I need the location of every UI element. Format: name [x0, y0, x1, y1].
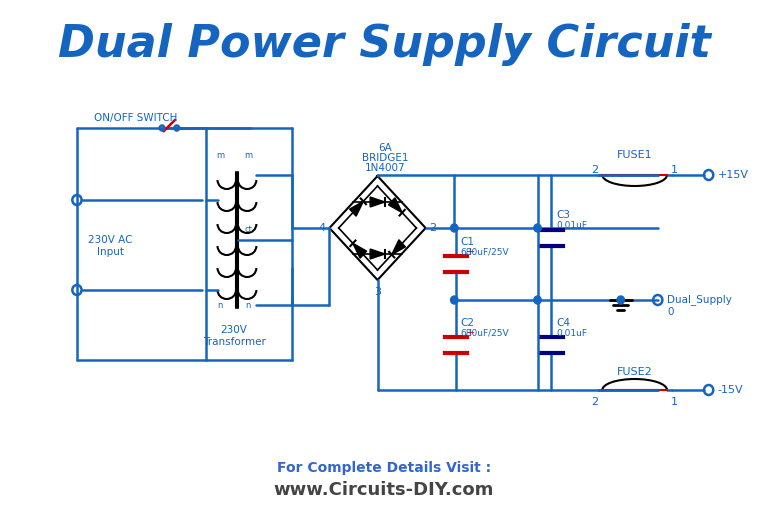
Text: +: +	[466, 247, 475, 257]
Text: 2: 2	[591, 397, 598, 407]
Text: C3: C3	[556, 210, 570, 221]
Text: 2: 2	[591, 165, 598, 175]
Circle shape	[617, 296, 624, 304]
Polygon shape	[392, 240, 406, 254]
Text: Input: Input	[97, 247, 124, 257]
Text: 230V AC: 230V AC	[88, 235, 132, 245]
Circle shape	[451, 296, 458, 304]
Polygon shape	[370, 249, 385, 259]
Text: 3: 3	[374, 287, 381, 297]
Text: 680uF/25V: 680uF/25V	[461, 328, 509, 338]
Polygon shape	[353, 243, 366, 258]
Text: Transformer: Transformer	[203, 337, 266, 347]
Polygon shape	[349, 201, 363, 216]
Text: 2: 2	[429, 223, 436, 233]
Text: +: +	[466, 328, 475, 338]
Text: FUSE1: FUSE1	[617, 150, 653, 160]
Text: For Complete Details Visit :: For Complete Details Visit :	[277, 461, 491, 475]
Text: 4: 4	[319, 223, 326, 233]
Text: 230V: 230V	[220, 325, 247, 335]
Text: 6A: 6A	[378, 143, 392, 153]
Text: +15V: +15V	[718, 170, 749, 180]
Text: m: m	[244, 150, 252, 160]
Text: C1: C1	[461, 237, 475, 247]
Circle shape	[534, 224, 541, 232]
Text: m: m	[217, 150, 224, 160]
Text: 680uF/25V: 680uF/25V	[461, 247, 509, 256]
Text: 0.01uF: 0.01uF	[556, 221, 587, 230]
Text: FUSE2: FUSE2	[617, 367, 653, 377]
Text: 0: 0	[667, 307, 674, 317]
Text: C4: C4	[556, 318, 570, 328]
Text: C2: C2	[461, 318, 475, 328]
Circle shape	[534, 296, 541, 304]
Polygon shape	[389, 198, 402, 213]
Text: BRIDGE1: BRIDGE1	[362, 153, 408, 163]
Text: n: n	[217, 301, 223, 309]
Text: ON/OFF SWITCH: ON/OFF SWITCH	[94, 113, 177, 123]
Text: 1: 1	[671, 397, 678, 407]
Polygon shape	[370, 197, 385, 207]
Text: Dual_Supply: Dual_Supply	[667, 294, 732, 305]
Text: ct: ct	[244, 226, 252, 234]
Text: www.Circuits-DIY.com: www.Circuits-DIY.com	[274, 481, 494, 499]
Text: 1N4007: 1N4007	[365, 163, 406, 173]
Text: 1: 1	[671, 165, 678, 175]
Text: 0.01uF: 0.01uF	[556, 328, 587, 338]
Text: -15V: -15V	[718, 385, 743, 395]
Text: Dual Power Supply Circuit: Dual Power Supply Circuit	[58, 24, 710, 67]
Circle shape	[451, 224, 458, 232]
Text: n: n	[245, 301, 250, 309]
